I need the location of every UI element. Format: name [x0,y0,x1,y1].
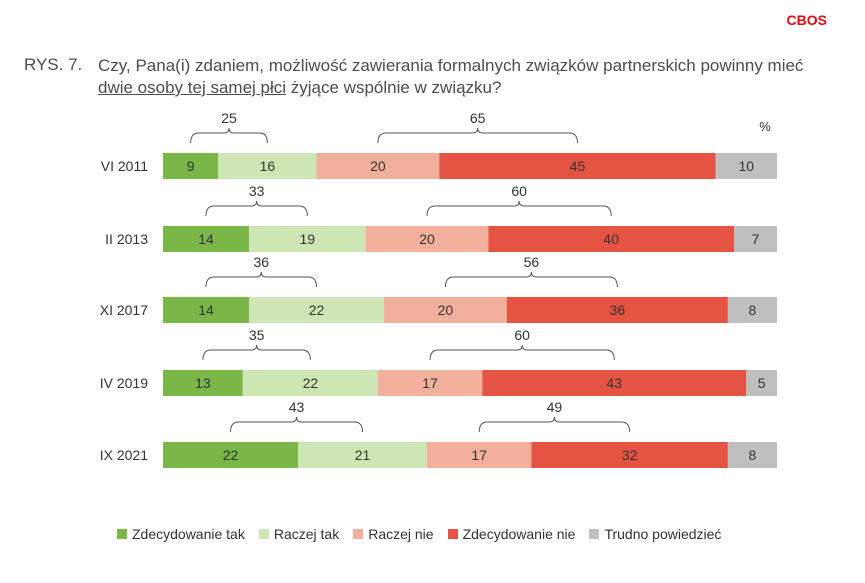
data-label: 43 [607,375,623,391]
yes-bracket [205,271,317,288]
bar-segment [316,153,440,179]
legend-item: Trudno powiedzieć [589,526,721,542]
yes-bracket [230,416,364,433]
legend-item: Raczej nie [353,526,434,542]
category-label: XI 2017 [100,302,148,318]
bar-segment [384,297,507,323]
chart-title: Czy, Pana(i) zdaniem, możliwość zawieran… [98,55,818,99]
unit-label: % [759,119,771,134]
stacked-bar-chart: % VI 2011 9 16 20 45 10 25 65 II 2013 14 19 20 40 7 33 6… [100,110,777,468]
bar-segment [163,153,219,179]
legend-label: Trudno powiedzieć [604,526,722,542]
bar-segment [298,442,428,468]
category-label: IV 2019 [100,375,148,391]
bar-segment [727,297,777,323]
bar-segment [365,226,489,252]
legend-label: Zdecydowanie nie [462,526,576,542]
legend-swatch [258,529,269,539]
legend-swatch [447,529,458,539]
data-label: 36 [610,302,626,318]
bar-segment [482,370,747,396]
brand-logo: CBOS [786,12,827,28]
no-total-label: 60 [511,183,527,199]
no-total-label: 65 [470,110,486,126]
legend-label: Raczej nie [368,526,434,542]
yes-bracket [202,344,311,361]
data-label: 22 [303,375,319,391]
data-label: 45 [570,158,586,174]
no-total-label: 56 [524,254,540,270]
figure-number: RYS. 7. [24,55,83,74]
data-label: 40 [603,231,619,247]
data-label: 22 [223,447,239,463]
data-label: 21 [355,447,371,463]
legend-item: Raczej tak [258,526,340,542]
bar-segment [248,297,385,323]
no-bracket [478,416,631,433]
bar-segment [531,442,728,468]
category-label: II 2013 [105,231,148,247]
data-label: 8 [749,302,757,318]
data-label: 14 [198,231,214,247]
yes-total-label: 43 [289,399,305,415]
no-bracket [429,344,615,361]
bar-segment [427,442,532,468]
yes-bracket [190,127,268,144]
bar-segment [727,442,777,468]
bar-segment [746,370,777,396]
bar-segment [218,153,317,179]
bar-segment [163,370,243,396]
bar-segment [506,297,728,323]
data-label: 20 [438,302,454,318]
yes-total-label: 25 [221,110,237,126]
yes-total-label: 35 [249,327,265,343]
data-label: 17 [422,375,438,391]
data-label: 20 [370,158,386,174]
title-part-1: Czy, Pana(i) zdaniem, możliwość zawieran… [98,56,804,75]
data-label: 13 [195,375,211,391]
bar-segment [439,153,716,179]
bar-segment [488,226,735,252]
data-label: 5 [758,375,766,391]
data-label: 32 [622,447,638,463]
data-label: 19 [300,231,316,247]
title-part-2: żyjące wspólnie w związku? [286,78,502,97]
yes-total-label: 36 [253,254,269,270]
no-total-label: 60 [514,327,530,343]
legend-item: Zdecydowanie tak [117,526,245,542]
bar-segment [248,226,366,252]
legend-swatch [589,529,600,539]
chart-legend: Zdecydowanie tak Raczej tak Raczej nie Zdec… [117,526,735,542]
legend-swatch [353,529,364,539]
data-label: 7 [752,231,760,247]
yes-bracket [205,200,308,217]
legend-label: Zdecydowanie tak [132,526,245,542]
category-label: VI 2011 [101,158,148,174]
legend-swatch [117,529,127,539]
bar-segment [715,153,777,179]
data-label: 9 [187,158,195,174]
no-bracket [426,200,612,217]
bar-segment [163,297,249,323]
bar-segment [163,226,249,252]
yes-total-label: 33 [249,183,265,199]
no-bracket [377,127,578,144]
title-underlined: dwie osoby tej samej płci [98,78,287,97]
data-label: 14 [198,302,214,318]
bar-segment [242,370,378,396]
data-label: 22 [309,302,325,318]
data-label: 8 [749,447,757,463]
category-label: IX 2021 [100,447,148,463]
data-label: 16 [260,158,276,174]
data-label: 20 [419,231,435,247]
no-bracket [444,271,618,288]
bar-segment [734,226,777,252]
data-label: 17 [471,447,487,463]
legend-label: Raczej tak [273,526,340,542]
no-total-label: 49 [547,399,563,415]
bar-segment [163,442,299,468]
bar-segment [377,370,483,396]
data-label: 10 [739,158,755,174]
legend-item: Zdecydowanie nie [447,526,576,542]
